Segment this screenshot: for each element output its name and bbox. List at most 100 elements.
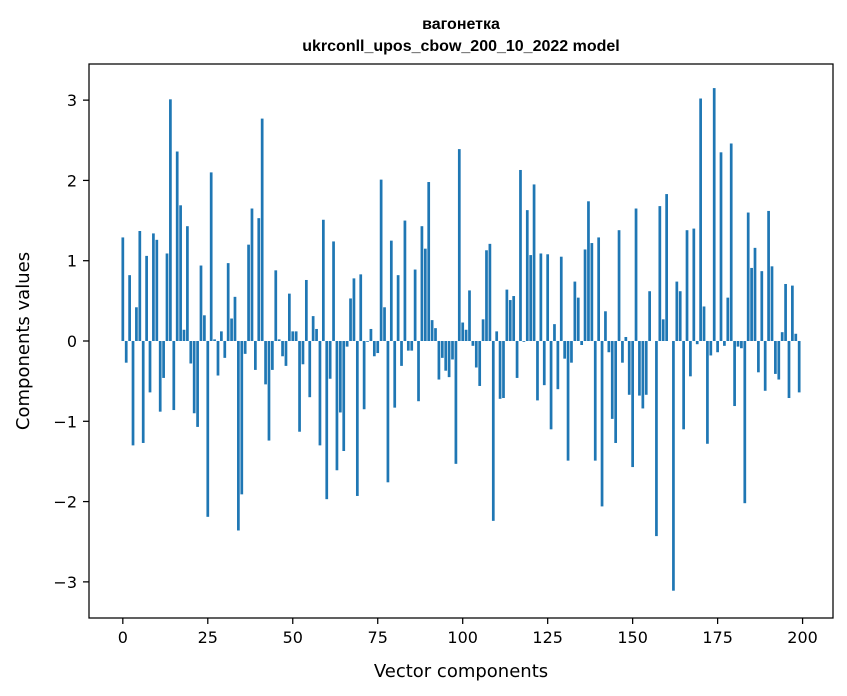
- bar-90: [427, 182, 431, 341]
- bar-31: [226, 263, 230, 341]
- bar-21: [192, 341, 196, 414]
- bar-142: [604, 311, 607, 341]
- bar-190: [767, 210, 770, 341]
- bar-7: [145, 255, 148, 341]
- bar-125: [546, 254, 550, 341]
- bar-89: [423, 248, 427, 341]
- bar-4: [135, 307, 138, 341]
- bar-183: [743, 341, 747, 504]
- bar-143: [607, 341, 611, 353]
- x-tick-label: 200: [787, 628, 818, 647]
- bar-40: [257, 218, 261, 341]
- bar-145: [614, 341, 618, 443]
- bar-82: [400, 341, 403, 366]
- bar-14: [169, 99, 172, 341]
- y-tick-label: 3: [67, 91, 77, 110]
- bar-76: [379, 179, 383, 341]
- bar-111: [498, 341, 502, 399]
- bar-34: [237, 341, 240, 531]
- plot-frame: [88, 63, 834, 619]
- bar-112: [502, 341, 505, 399]
- bar-92: [434, 328, 437, 341]
- bar-109: [491, 341, 495, 521]
- bar-199: [797, 341, 801, 393]
- x-axis-label: Vector components: [374, 661, 548, 682]
- bar-52: [298, 341, 301, 432]
- bar-88: [420, 226, 424, 341]
- bar-35: [240, 341, 244, 495]
- bar-93: [437, 341, 441, 380]
- bar-32: [230, 318, 233, 341]
- y-axis-label: Components values: [13, 252, 34, 430]
- bar-13: [165, 253, 169, 341]
- bar-75: [376, 341, 380, 354]
- bar-134: [576, 297, 580, 341]
- bar-70: [359, 274, 363, 341]
- bar-179: [729, 143, 733, 341]
- bar-26: [209, 172, 213, 341]
- bar-170: [699, 98, 702, 342]
- bar-66: [345, 341, 349, 347]
- bar-121: [532, 184, 536, 341]
- bar-151: [634, 208, 638, 341]
- bar-99: [457, 149, 461, 341]
- bar-135: [580, 341, 584, 346]
- bar-85: [410, 341, 414, 351]
- bar-27: [213, 339, 216, 341]
- bar-115: [512, 296, 516, 341]
- bar-33: [233, 296, 237, 341]
- bar-80: [393, 341, 397, 408]
- bar-44: [271, 341, 274, 370]
- bar-181: [736, 341, 740, 347]
- bar-148: [624, 336, 628, 341]
- bar-3: [131, 341, 135, 446]
- bar-63: [335, 341, 339, 471]
- bar-172: [706, 341, 709, 444]
- bar-11: [158, 341, 162, 412]
- bar-8: [148, 341, 152, 393]
- bar-91: [430, 320, 434, 341]
- bar-144: [610, 341, 614, 419]
- bar-103: [471, 341, 475, 346]
- bar-95: [444, 341, 448, 371]
- bar-171: [702, 306, 706, 341]
- bar-189: [763, 341, 767, 391]
- bar-157: [655, 341, 658, 537]
- bar-29: [220, 331, 223, 341]
- bar-160: [665, 194, 668, 341]
- bar-130: [563, 341, 567, 359]
- bar-116: [515, 341, 519, 378]
- bar-78: [386, 341, 390, 483]
- bar-146: [617, 230, 621, 341]
- bar-12: [162, 341, 165, 378]
- bar-51: [294, 331, 298, 341]
- bar-140: [597, 237, 601, 341]
- bar-10: [155, 239, 159, 341]
- bar-113: [505, 289, 509, 341]
- bar-47: [281, 341, 284, 357]
- bar-38: [250, 208, 254, 341]
- bar-84: [406, 341, 410, 351]
- y-tick-label: 1: [67, 252, 77, 271]
- bar-42: [264, 341, 267, 385]
- bar-68: [352, 278, 356, 341]
- y-axis-ticks: −3 −2 −1 0 1 2 3: [53, 91, 89, 592]
- bar-69: [355, 341, 359, 496]
- bar-163: [675, 281, 679, 341]
- bar-137: [587, 201, 590, 341]
- bar-139: [593, 341, 597, 461]
- bar-195: [784, 283, 787, 341]
- bar-141: [600, 341, 604, 507]
- bar-192: [774, 341, 777, 374]
- bar-124: [542, 341, 546, 386]
- x-tick-label: 125: [532, 628, 563, 647]
- bar-49: [288, 293, 291, 341]
- bar-120: [529, 255, 533, 341]
- bar-152: [638, 341, 641, 396]
- bar-2: [128, 275, 131, 341]
- bar-166: [685, 230, 689, 341]
- bar-114: [508, 300, 512, 341]
- bar-71: [362, 341, 366, 410]
- y-tick-label: −1: [53, 412, 77, 431]
- bar-132: [570, 341, 573, 363]
